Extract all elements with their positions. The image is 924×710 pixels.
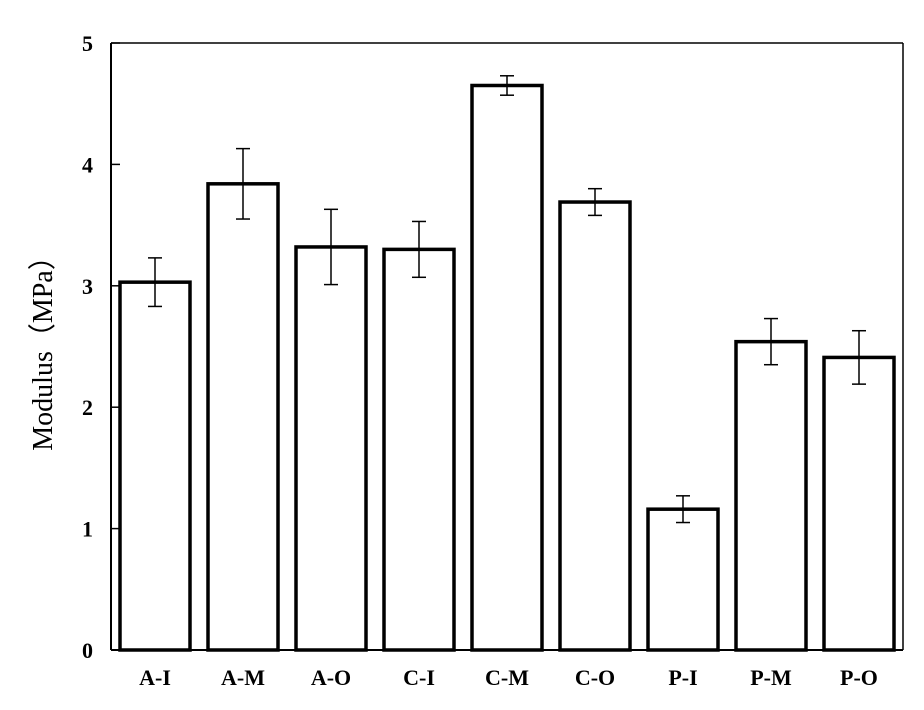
bar-p-m [736,342,806,650]
bar-a-o [296,247,366,650]
y-tick-label: 5 [82,31,93,56]
x-tick-label: A-O [311,665,351,690]
y-tick-label: 0 [82,638,93,663]
bar-c-o [560,202,630,650]
y-axis-title: Modulus（MPa） [27,242,59,450]
bar-c-i [384,249,454,650]
bars-layer [120,85,894,650]
bar-a-i [120,282,190,650]
y-ticks-layer: 0 1 2 3 4 5 [82,31,120,663]
x-tick-label: C-I [403,665,435,690]
x-tick-label: A-I [139,665,171,690]
x-ticks-layer: A-I A-M A-O C-I C-M C-O P-I P-M P-O [139,665,878,690]
bar-c-m [472,85,542,650]
y-tick-label: 1 [82,517,93,542]
x-tick-label: P-I [668,665,697,690]
y-tick-label: 2 [82,395,93,420]
x-tick-label: P-O [840,665,878,690]
y-tick-label: 3 [82,274,93,299]
x-tick-label: C-M [485,665,529,690]
x-tick-label: A-M [221,665,265,690]
bar-p-i [648,509,718,650]
x-tick-label: P-M [750,665,792,690]
bar-a-m [208,184,278,650]
y-tick-label: 4 [82,152,93,177]
x-tick-label: C-O [575,665,615,690]
bar-p-o [824,357,894,650]
